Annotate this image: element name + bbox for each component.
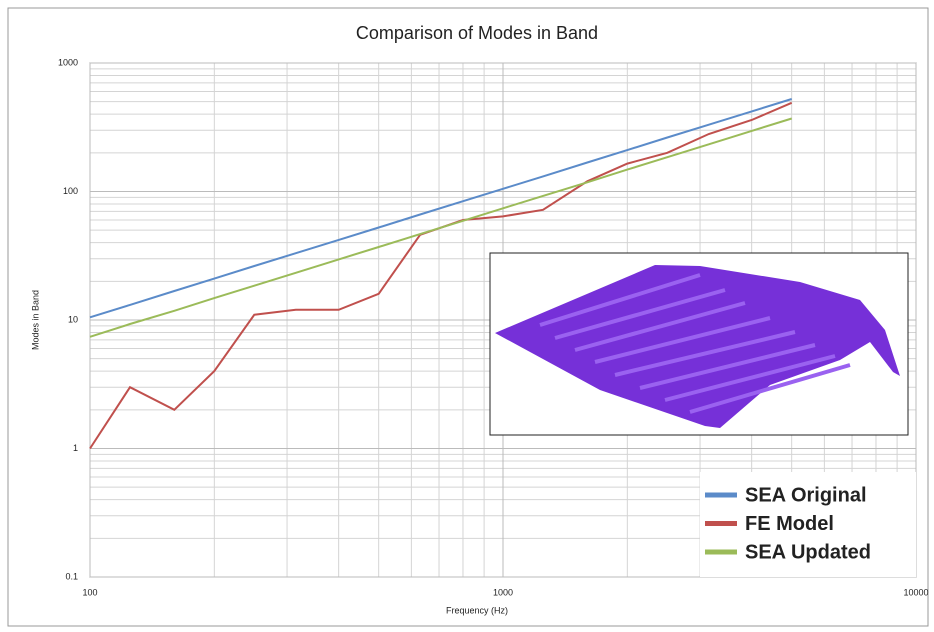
y-tick-label: 1000 [58, 57, 78, 67]
y-axis-label: Modes in Band [30, 290, 40, 350]
x-tick-label: 1000 [493, 587, 513, 597]
y-tick-label: 10 [68, 314, 78, 324]
inset-image [490, 253, 908, 435]
y-tick-label: 1 [73, 443, 78, 453]
legend-label: FE Model [745, 513, 834, 535]
chart-title: Comparison of Modes in Band [356, 23, 598, 43]
legend-label: SEA Original [745, 484, 867, 506]
x-tick-label: 10000 [903, 587, 928, 597]
legend-label: SEA Updated [745, 541, 871, 563]
x-axis-label: Frequency (Hz) [446, 605, 508, 615]
x-tick-label: 100 [82, 587, 97, 597]
y-tick-label: 100 [63, 186, 78, 196]
y-tick-label: 0.1 [65, 571, 78, 581]
page: Comparison of Modes in Band Frequency (H… [0, 0, 934, 632]
chart: Comparison of Modes in Band Frequency (H… [0, 0, 934, 632]
